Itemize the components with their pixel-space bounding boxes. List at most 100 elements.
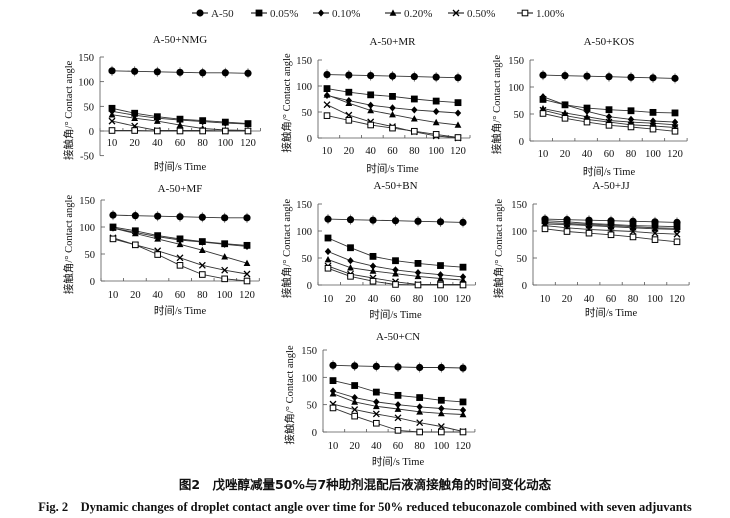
data-point — [221, 266, 229, 274]
data-point — [583, 107, 591, 115]
data-point — [459, 276, 467, 283]
series-1-00- — [108, 127, 252, 135]
series-0-10- — [329, 387, 467, 414]
data-point — [394, 391, 402, 399]
y-tick-label: 50 — [85, 250, 96, 261]
data-point — [351, 406, 359, 414]
y-axis-label: 接触角/° Contact angle — [283, 345, 296, 445]
panel-title: A-50+KOS — [584, 36, 635, 48]
legend-label: 0.05% — [270, 8, 298, 20]
y-tick-label: 150 — [511, 200, 527, 211]
panel-title: A-50+NMG — [153, 34, 208, 46]
data-point — [372, 388, 380, 396]
data-point — [345, 71, 353, 79]
y-tick-label: 150 — [296, 56, 312, 67]
data-point — [154, 251, 161, 258]
data-point — [671, 74, 679, 82]
legend-label: 0.50% — [467, 8, 495, 20]
x-tick-label: 60 — [390, 294, 401, 305]
data-point — [437, 396, 445, 404]
data-point — [389, 104, 396, 112]
data-point — [539, 71, 547, 79]
y-axis-label: 接触角/° Contact angle — [490, 55, 503, 155]
data-point — [154, 235, 162, 242]
data-point — [392, 270, 399, 277]
legend-item: A-50 — [192, 8, 234, 20]
data-point — [109, 235, 117, 243]
data-point — [199, 271, 206, 278]
data-point — [221, 214, 229, 222]
data-point — [199, 118, 206, 126]
data-point — [583, 118, 591, 126]
data-point — [414, 260, 422, 267]
data-point — [432, 107, 440, 116]
data-point — [243, 270, 251, 278]
series-1-00- — [324, 264, 467, 289]
data-point — [329, 361, 337, 369]
data-point — [392, 281, 399, 288]
filled-triangle-marker-icon — [389, 9, 397, 16]
x-tick-label: 40 — [152, 138, 163, 149]
data-point — [108, 111, 116, 118]
x-tick-label: 40 — [152, 290, 163, 301]
x-tick-label: 10 — [538, 149, 549, 160]
data-point — [649, 125, 657, 133]
data-point — [176, 121, 184, 128]
data-point — [437, 363, 445, 372]
data-point — [649, 74, 657, 82]
data-point — [345, 117, 353, 124]
data-point — [394, 363, 402, 371]
data-point — [627, 73, 635, 81]
data-point — [539, 93, 547, 101]
data-point — [243, 277, 251, 285]
panel-title: A-50+MR — [370, 36, 417, 48]
data-point — [394, 414, 402, 422]
data-point — [561, 115, 569, 122]
data-point — [329, 404, 337, 412]
data-point — [391, 217, 400, 225]
data-point — [673, 225, 681, 233]
data-point — [437, 281, 444, 289]
data-point — [410, 73, 418, 81]
data-point — [222, 119, 229, 127]
x-tick-label: 20 — [130, 290, 141, 301]
x-tick-label: 60 — [604, 149, 615, 160]
panel-a-50-jj: A-50+JJ 0 50 100 150 10 20 40 60 80 100 120 时间/s Tim… — [492, 180, 690, 319]
data-point — [199, 69, 207, 77]
y-tick-label: 150 — [296, 200, 312, 211]
x-tick-label: 10 — [323, 294, 334, 305]
y-tick-label: 100 — [78, 78, 94, 89]
x-tick-label: 60 — [175, 290, 186, 301]
data-point — [437, 423, 445, 430]
data-point — [323, 85, 331, 92]
data-point — [369, 216, 377, 224]
data-point — [414, 281, 422, 289]
y-axis-label: 接触角/° Contact angle — [62, 195, 75, 295]
data-point — [459, 364, 467, 372]
x-tick-label: 100 — [217, 138, 233, 149]
series-A-50 — [324, 214, 467, 228]
x-tick-label: 120 — [667, 149, 683, 160]
data-point — [410, 95, 418, 103]
filled-circle-marker-icon — [196, 9, 204, 17]
data-point — [605, 113, 613, 121]
panel-a-50-kos: A-50+KOS 0 50 100 150 10 20 40 60 80 100 120 时间/s Ti… — [490, 36, 688, 178]
y-axis-label: 接触角/° Contact angle — [62, 60, 75, 160]
data-point — [416, 428, 423, 436]
data-point — [222, 127, 229, 135]
legend: A-50 0.05% 0.10% 0.20% 0.50% 1.00% — [192, 8, 564, 20]
y-tick-label: 0 — [519, 137, 524, 148]
data-point — [367, 106, 375, 114]
data-point — [411, 106, 418, 114]
data-point — [392, 257, 399, 265]
y-tick-label: 100 — [296, 82, 312, 93]
data-point — [673, 230, 681, 238]
x-tick-label: 40 — [371, 441, 382, 452]
data-point — [605, 106, 613, 114]
series-0-05- — [324, 234, 467, 271]
data-point — [108, 67, 116, 75]
y-tick-label: 50 — [302, 254, 313, 265]
y-tick-label: 150 — [79, 196, 95, 207]
x-tick-label: 120 — [450, 146, 466, 157]
data-point — [323, 91, 331, 98]
